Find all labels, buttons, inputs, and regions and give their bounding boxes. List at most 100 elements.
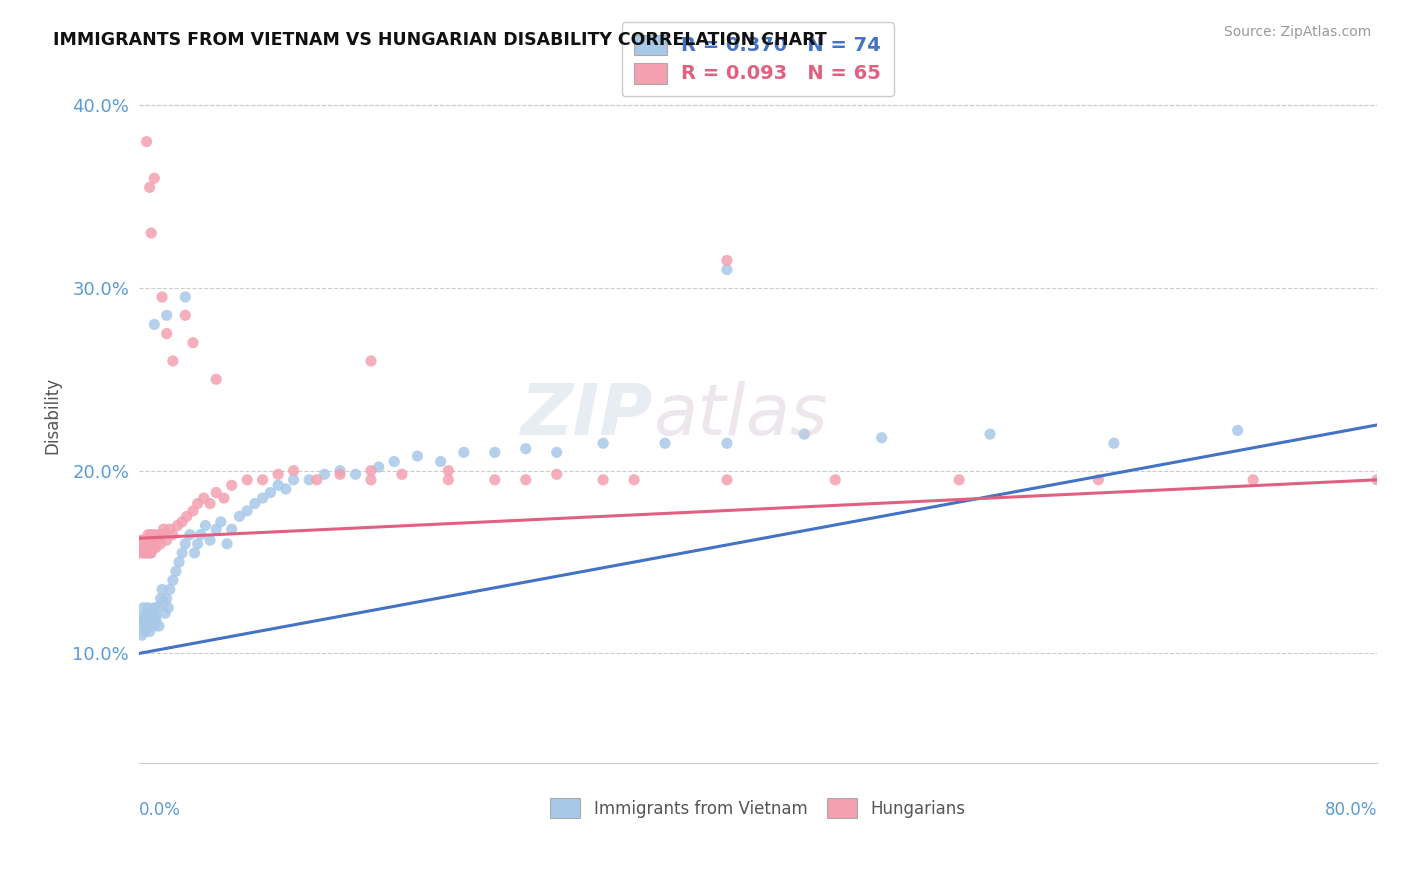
Point (150, 582, 173, 597)
Point (1226, 424, 1249, 438)
Point (1241, 473, 1264, 487)
Point (143, 541, 166, 555)
Point (142, 614, 165, 628)
Point (212, 491, 235, 505)
Point (283, 464, 305, 478)
Point (134, 610, 156, 624)
Point (153, 606, 176, 620)
Point (793, 427, 815, 442)
Point (145, 614, 167, 628)
Point (146, 533, 169, 548)
Point (131, 628, 153, 642)
Point (298, 473, 321, 487)
Point (135, 537, 157, 551)
Point (134, 533, 156, 548)
Legend: Immigrants from Vietnam, Hungarians: Immigrants from Vietnam, Hungarians (544, 792, 973, 824)
Text: Source: ZipAtlas.com: Source: ZipAtlas.com (1223, 25, 1371, 39)
Point (360, 464, 382, 478)
Point (157, 600, 180, 615)
Point (145, 610, 167, 624)
Point (236, 473, 259, 487)
Point (138, 546, 160, 560)
Point (174, 290, 197, 304)
Point (205, 522, 228, 536)
Point (546, 467, 568, 482)
Point (132, 546, 155, 560)
Point (209, 515, 232, 529)
Point (143, 318, 166, 332)
Text: 0.0%: 0.0% (139, 801, 181, 820)
Point (215, 537, 238, 551)
Point (515, 473, 537, 487)
Point (134, 624, 156, 639)
Point (391, 467, 413, 482)
Text: atlas: atlas (652, 381, 827, 450)
Point (141, 537, 163, 551)
Point (181, 504, 204, 518)
Point (141, 527, 163, 541)
Point (167, 555, 190, 569)
Point (156, 326, 179, 341)
Point (205, 485, 228, 500)
Point (1087, 473, 1109, 487)
Point (305, 473, 328, 487)
Point (138, 614, 160, 628)
Point (132, 537, 155, 551)
Point (148, 619, 170, 633)
Point (135, 619, 157, 633)
Point (132, 600, 155, 615)
Text: ZIP: ZIP (520, 381, 652, 450)
Point (150, 527, 173, 541)
Point (252, 491, 274, 505)
Point (159, 582, 181, 597)
Point (1365, 473, 1388, 487)
Point (546, 445, 568, 459)
Point (183, 546, 205, 560)
Point (138, 624, 160, 639)
Point (623, 473, 645, 487)
Point (948, 473, 970, 487)
Point (453, 445, 475, 459)
Point (187, 537, 209, 551)
Point (172, 515, 194, 529)
Point (152, 595, 174, 609)
Point (187, 497, 209, 511)
Point (654, 436, 676, 450)
Point (142, 533, 165, 548)
Point (143, 527, 166, 541)
Point (360, 354, 382, 368)
Point (136, 600, 159, 615)
Point (131, 610, 153, 624)
Point (135, 546, 157, 560)
Point (142, 606, 165, 620)
Point (716, 473, 738, 487)
Point (329, 467, 352, 482)
Point (165, 564, 187, 578)
Point (143, 171, 166, 186)
Point (129, 619, 152, 633)
Point (136, 541, 159, 555)
Point (194, 518, 217, 533)
Point (367, 460, 389, 475)
Point (382, 454, 405, 468)
Point (716, 253, 738, 268)
Point (141, 610, 163, 624)
Point (429, 454, 451, 468)
Point (156, 591, 179, 606)
Text: IMMIGRANTS FROM VIETNAM VS HUNGARIAN DISABILITY CORRELATION CHART: IMMIGRANTS FROM VIETNAM VS HUNGARIAN DIS… (53, 31, 827, 49)
Point (592, 473, 614, 487)
Point (870, 431, 893, 445)
Point (205, 372, 228, 386)
Text: 80.0%: 80.0% (1324, 801, 1376, 820)
Point (176, 509, 198, 524)
Point (129, 537, 152, 551)
Point (149, 591, 172, 606)
Point (135, 135, 157, 149)
Point (243, 497, 266, 511)
Point (166, 518, 188, 533)
Point (138, 533, 160, 548)
Point (329, 464, 352, 478)
Point (136, 527, 159, 541)
Point (592, 436, 614, 450)
Point (221, 522, 243, 536)
